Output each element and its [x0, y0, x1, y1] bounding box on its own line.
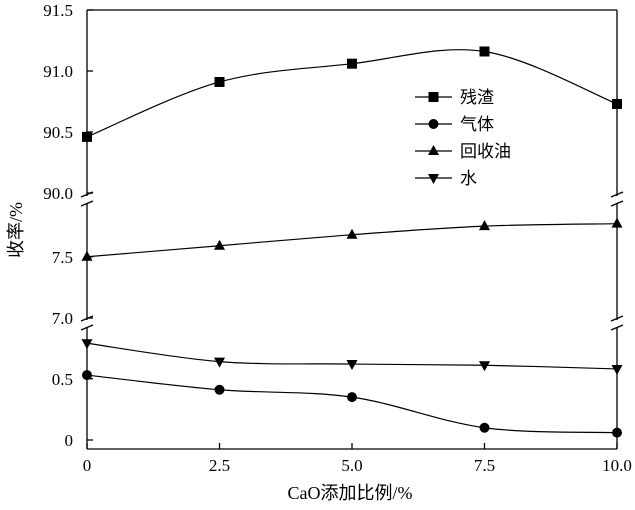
legend-label: 气体: [460, 115, 494, 135]
y-axis-label: 收率/%: [6, 202, 26, 258]
legend-label: 残渣: [460, 88, 494, 108]
y-tick-label: 7.0: [52, 309, 73, 328]
data-point-triangle-up: [611, 217, 623, 228]
legend-label: 回收油: [460, 142, 511, 162]
legend-marker-circle: [428, 119, 439, 129]
tick-group: 0 2.5 5.0 7.5 10.0 90.0 90.5 91.0 91.5 7.0 7.5 0 0.5: [43, 1, 632, 475]
x-tick-label: 0: [83, 456, 92, 475]
legend-marker-triangle-up: [428, 145, 439, 155]
series-triangle-up: [81, 217, 623, 261]
series-square: [82, 46, 622, 142]
data-point-square: [479, 46, 490, 57]
legend-marker-triangle-down: [428, 174, 439, 184]
series-circle: [82, 370, 622, 438]
y-tick-label: 0: [65, 431, 74, 450]
legend-marker-square: [428, 92, 439, 102]
data-point-triangle-down: [611, 364, 623, 375]
y-tick-label: 91.0: [43, 62, 73, 81]
data-point-triangle-down: [346, 360, 358, 371]
y-tick-label: 91.5: [43, 1, 73, 20]
x-tick-label: 5.0: [341, 456, 362, 475]
data-point-triangle-down: [81, 339, 93, 350]
series-triangle-down: [81, 339, 623, 375]
axis-break-mark: [610, 200, 624, 207]
data-point-circle: [479, 422, 490, 433]
data-point-circle: [82, 370, 92, 381]
x-axis-label: CaO添加比例/%: [288, 483, 413, 503]
data-point-triangle-up: [81, 250, 93, 261]
x-tick-label: 2.5: [209, 456, 230, 475]
data-point-triangle-up: [214, 239, 225, 250]
y-tick-label: 90.5: [43, 123, 73, 142]
y-tick-label: 0.5: [52, 370, 73, 389]
x-tick-label: 10.0: [602, 456, 632, 475]
data-point-circle: [347, 392, 357, 403]
data-point-triangle-up: [479, 220, 490, 231]
data-point-square: [347, 58, 357, 69]
y-tick-label: 7.5: [52, 248, 73, 267]
legend-label: 水: [460, 169, 477, 189]
data-point-square: [214, 76, 225, 87]
data-point-circle: [214, 384, 225, 395]
data-point-square: [612, 98, 622, 109]
series-line: [86, 223, 618, 258]
series-group: [81, 46, 623, 438]
axis-break-mark: [610, 315, 624, 322]
axis-break-mark: [80, 200, 94, 207]
data-point-triangle-down: [214, 357, 225, 368]
axis-break-mark: [610, 324, 624, 331]
x-tick-label: 7.5: [474, 456, 495, 475]
data-point-square: [82, 131, 92, 142]
data-point-triangle-down: [479, 361, 490, 372]
data-point-triangle-up: [346, 228, 358, 239]
axis-break-mark: [610, 191, 624, 198]
axis-break-mark: [80, 324, 94, 331]
data-point-circle: [612, 427, 622, 438]
series-line: [86, 374, 618, 434]
y-tick-label: 90.0: [43, 184, 73, 203]
